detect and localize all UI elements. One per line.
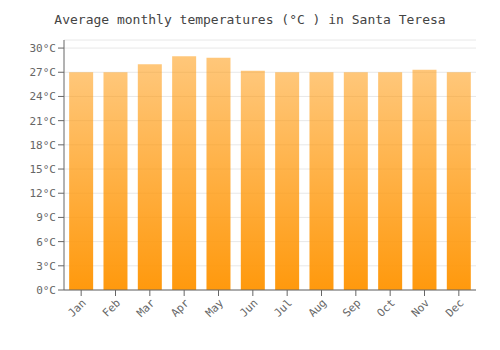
svg-text:30°C: 30°C xyxy=(30,42,57,55)
svg-text:Jul: Jul xyxy=(272,296,295,319)
svg-text:Nov: Nov xyxy=(409,296,433,320)
svg-text:Dec: Dec xyxy=(443,296,466,319)
svg-text:Feb: Feb xyxy=(100,296,123,319)
svg-text:Oct: Oct xyxy=(375,296,398,319)
svg-text:May: May xyxy=(203,296,227,320)
svg-text:15°C: 15°C xyxy=(30,163,57,176)
svg-text:3°C: 3°C xyxy=(36,260,56,273)
svg-text:9°C: 9°C xyxy=(36,211,56,224)
svg-text:6°C: 6°C xyxy=(36,236,56,249)
svg-text:0°C: 0°C xyxy=(36,284,56,297)
svg-text:Mar: Mar xyxy=(134,296,158,320)
html-text:Average monthly temperatures (: Average monthly temperatures (°C ) in Sa… xyxy=(54,12,446,27)
svg-text:Sep: Sep xyxy=(340,296,363,319)
svg-text:12°C: 12°C xyxy=(30,187,57,200)
svg-text:21°C: 21°C xyxy=(30,115,57,128)
svg-text:27°C: 27°C xyxy=(30,66,57,79)
svg-text:Apr: Apr xyxy=(169,296,193,320)
svg-text:18°C: 18°C xyxy=(30,139,57,152)
svg-text:Aug: Aug xyxy=(306,296,329,319)
svg-text:24°C: 24°C xyxy=(30,90,57,103)
svg-text:Jan: Jan xyxy=(66,296,89,319)
svg-text:Jun: Jun xyxy=(237,296,260,319)
